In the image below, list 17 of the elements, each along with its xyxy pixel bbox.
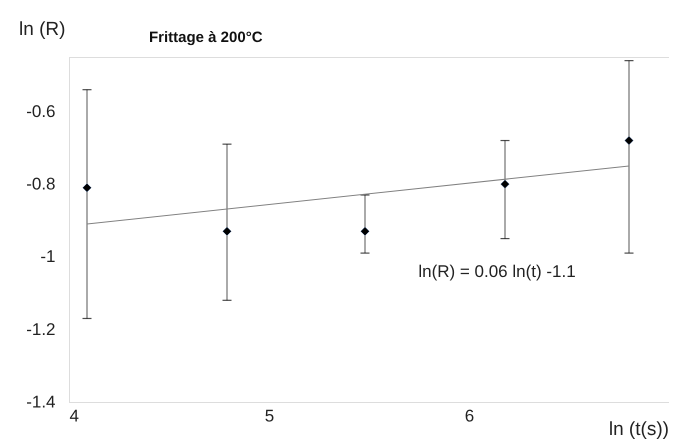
x-tick-label: 5 — [264, 406, 274, 426]
y-tick-label: -1.4 — [26, 392, 56, 412]
y-tick-label: -1 — [40, 247, 56, 266]
annotation: ln(R) = 0.06 ln(t) -1.1 — [418, 262, 576, 281]
y-tick-label: -1.2 — [26, 320, 56, 339]
y-tick-label: -0.6 — [26, 102, 56, 121]
point — [222, 226, 232, 236]
point — [624, 136, 634, 145]
y-axis-title: ln (R) — [19, 19, 66, 40]
y-tick-label: -0.8 — [26, 174, 56, 194]
point — [82, 183, 92, 192]
point — [500, 180, 510, 189]
x-tick-label: 4 — [70, 406, 79, 426]
point — [360, 226, 370, 236]
x-tick-label: 6 — [464, 406, 474, 426]
x-axis-title: ln (t(s)) — [608, 419, 669, 440]
chart-title: Frittage à 200°C — [149, 29, 263, 46]
